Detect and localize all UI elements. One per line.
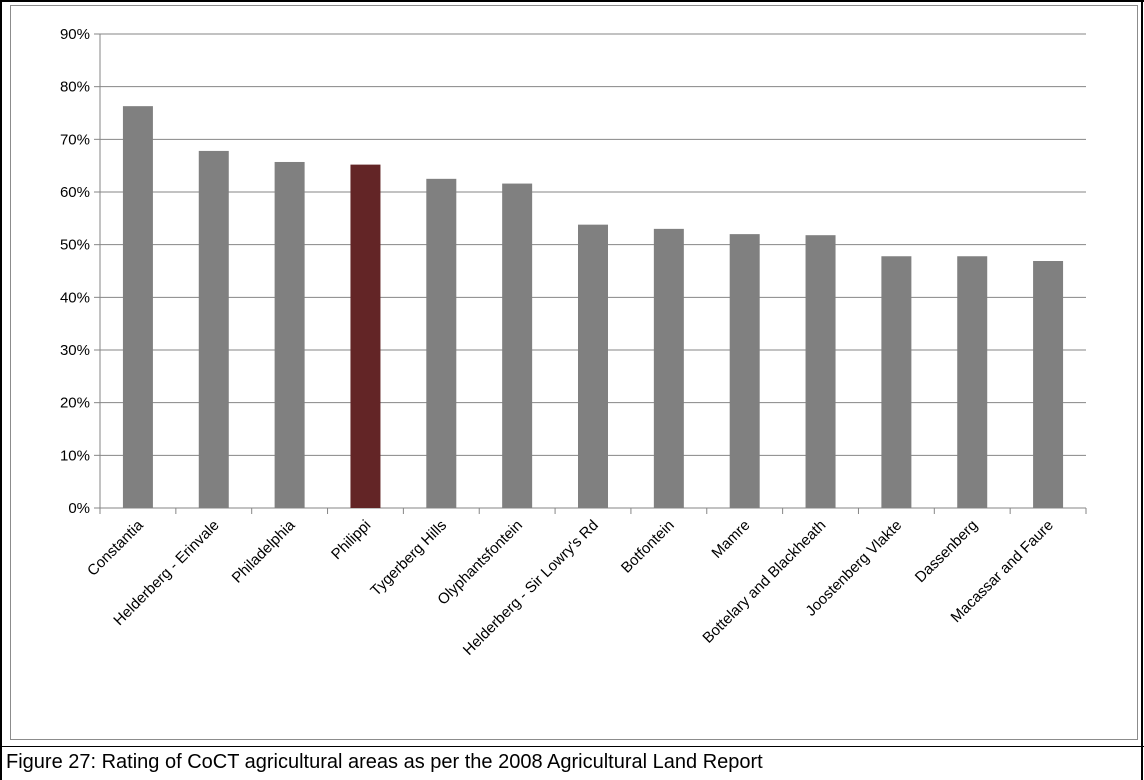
caption-separator [0,746,1144,747]
y-tick-label: 40% [60,289,90,306]
bar [502,183,533,508]
bar [578,224,608,509]
bar [1033,260,1064,508]
x-category-label: Tygerberg Hills [367,517,450,600]
bar-chart: 0% 10% 20% 30% 40% 50% 60% 70% 80% 90% Constantia H… [60,26,1087,659]
bar [122,106,153,509]
bar [198,150,229,509]
y-tick-label: 30% [60,342,90,359]
chart-area [10,5,1138,740]
y-tick-label: 70% [60,131,90,148]
bar [957,256,988,508]
bar [805,235,836,509]
y-tick-label: 80% [60,79,90,96]
bar [653,228,684,508]
x-category-label: Philadelphia [229,516,299,586]
x-category-label: Philippi [328,517,374,563]
figure-border-left [0,0,2,780]
figure-caption: Figure 27: Rating of CoCT agricultural a… [6,751,763,773]
y-tick-label: 90% [60,26,90,43]
figure-border-top [0,0,1144,2]
y-tick-label: 20% [60,395,90,412]
y-tick-label: 10% [60,447,90,464]
x-category-label: Botfontein [618,517,678,577]
bar [729,234,760,508]
x-category-label: Helderberg - Sir Lowry's Rd [460,517,602,659]
bar [350,164,381,508]
x-category-label: Mamre [708,517,753,562]
bar [426,178,457,509]
x-category-label: Constantia [84,516,147,579]
x-category-label: Dassenberg [912,517,981,586]
figure-border-right [1141,0,1143,780]
bar [274,161,305,509]
y-tick-label: 60% [60,184,90,201]
bar [881,256,912,508]
x-category-label: Bottelary and Blackheath [699,517,829,647]
y-tick-label: 50% [60,237,90,254]
y-tick-label: 0% [68,500,90,517]
